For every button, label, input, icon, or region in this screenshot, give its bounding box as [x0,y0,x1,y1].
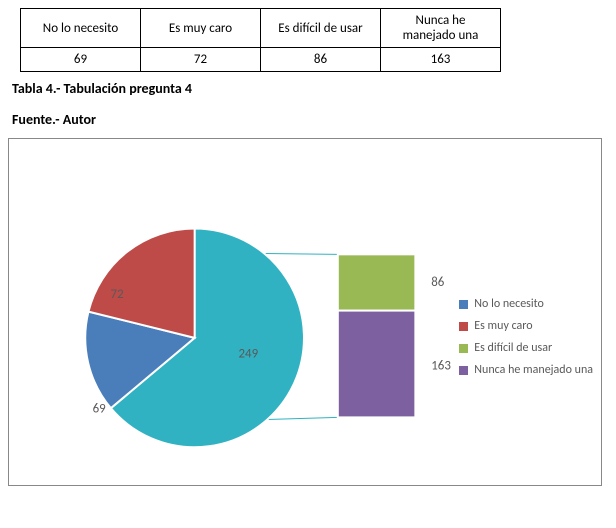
legend-swatch [459,300,468,309]
legend-swatch [459,344,468,353]
label-es-muy-caro: 72 [111,287,124,302]
label-es-dificil: 86 [431,275,445,290]
cell: 69 [21,48,141,72]
label-nunca-manejado: 163 [431,359,451,374]
table-caption: Tabla 4.- Tabulación pregunta 4 [12,80,612,97]
legend-swatch [459,322,468,331]
cell: 86 [261,48,381,72]
label-no-lo-necesito: 69 [93,401,107,416]
legend-item: No lo necesito [459,297,593,311]
legend-label: No lo necesito [474,297,544,311]
cell: 163 [381,48,501,72]
legend-label: Es muy caro [474,319,532,333]
connector-bottom [267,417,337,419]
pie-of-pie-chart: 249 69 72 86 163 No lo necesito Es muy c… [8,138,602,486]
bar-es-dificil [338,254,416,310]
label-other: 249 [239,347,259,362]
col-header: Nunca he manejado una [381,9,501,48]
table-source: Fuente.- Autor [12,111,612,128]
col-header: Es muy caro [141,9,261,48]
connector-top [265,254,337,255]
legend: No lo necesito Es muy caro Es difícil de… [459,297,593,385]
legend-label: Es difícil de usar [474,341,552,355]
legend-swatch [459,366,468,375]
frequency-table: No lo necesito Es muy caro Es difícil de… [20,8,501,72]
col-header: Es difícil de usar [261,9,381,48]
legend-item: Es difícil de usar [459,341,593,355]
bar-nunca-manejado [338,311,416,418]
legend-item: Es muy caro [459,319,593,333]
legend-item: Nunca he manejado una [459,363,593,377]
cell: 72 [141,48,261,72]
legend-label: Nunca he manejado una [474,363,593,377]
col-header: No lo necesito [21,9,141,48]
